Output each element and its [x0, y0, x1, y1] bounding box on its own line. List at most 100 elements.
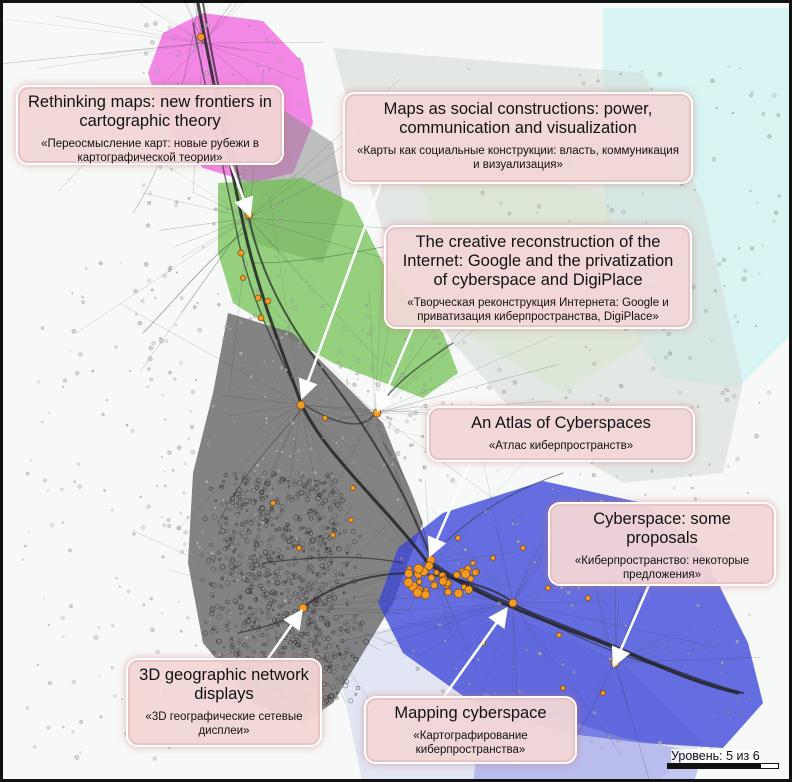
network-node	[216, 638, 222, 644]
highlighted-node[interactable]	[438, 577, 448, 586]
network-node	[365, 303, 368, 307]
highlighted-node[interactable]	[296, 400, 306, 410]
network-node	[736, 320, 739, 324]
highlighted-node[interactable]	[420, 590, 431, 600]
highlighted-node[interactable]	[298, 603, 308, 613]
highlighted-node[interactable]	[470, 560, 476, 566]
highlighted-node[interactable]	[404, 569, 414, 578]
highlighted-node[interactable]	[413, 563, 424, 574]
network-edge	[595, 589, 616, 664]
network-node	[134, 313, 138, 316]
network-edge	[302, 593, 376, 609]
network-node	[238, 638, 242, 642]
network-node	[561, 662, 565, 666]
network-node	[330, 490, 335, 494]
network-node	[756, 201, 759, 205]
network-node	[641, 192, 644, 195]
network-node	[467, 68, 470, 70]
network-node	[232, 471, 238, 477]
network-edge	[186, 3, 204, 44]
network-node	[314, 638, 318, 642]
zoom-level-scale[interactable]	[667, 763, 779, 769]
highlighted-node[interactable]	[585, 595, 591, 601]
highlighted-node[interactable]	[490, 555, 496, 561]
network-node	[299, 653, 303, 657]
highlighted-node[interactable]	[453, 588, 464, 599]
network-node	[169, 167, 174, 172]
highlighted-node[interactable]	[372, 408, 382, 418]
network-node	[723, 387, 727, 391]
highlighted-node[interactable]	[453, 571, 461, 579]
highlighted-node[interactable]	[412, 587, 423, 598]
network-node	[46, 489, 50, 492]
network-node	[480, 190, 485, 195]
network-node	[312, 470, 318, 476]
highlighted-node[interactable]	[460, 569, 471, 579]
network-node	[724, 397, 730, 403]
highlighted-node[interactable]	[330, 532, 336, 538]
network-node	[275, 622, 281, 627]
highlighted-node[interactable]	[464, 585, 473, 594]
highlighted-node[interactable]	[257, 314, 265, 322]
highlighted-node[interactable]	[254, 294, 262, 302]
zoom-level-indicator[interactable]: Уровень: 5 из 6	[667, 749, 783, 769]
network-node	[290, 582, 294, 586]
network-node	[187, 196, 191, 200]
highlighted-node[interactable]	[416, 578, 423, 585]
network-node	[271, 579, 275, 583]
network-edge	[614, 662, 629, 709]
highlighted-node[interactable]	[350, 485, 356, 491]
network-node	[579, 473, 582, 476]
network-node	[238, 174, 244, 179]
highlighted-node[interactable]	[424, 561, 434, 571]
network-node	[295, 641, 301, 648]
network-node	[270, 523, 275, 527]
network-edge	[302, 607, 380, 651]
highlighted-node[interactable]	[197, 33, 205, 41]
highlighted-node[interactable]	[240, 275, 246, 281]
network-node	[321, 537, 325, 541]
network-node	[244, 635, 250, 641]
network-node	[467, 682, 472, 686]
highlighted-node[interactable]	[455, 535, 461, 541]
callout-arrows	[229, 164, 651, 699]
highlighted-node[interactable]	[556, 632, 562, 638]
highlighted-node[interactable]	[427, 574, 436, 582]
network-node	[115, 576, 118, 580]
highlighted-node[interactable]	[471, 568, 479, 577]
network-node	[79, 720, 84, 724]
network-node	[71, 292, 74, 295]
highlighted-node[interactable]	[270, 500, 276, 506]
highlighted-node[interactable]	[545, 585, 551, 591]
network-node	[411, 649, 415, 653]
network-node	[252, 545, 257, 549]
network-node	[322, 571, 326, 575]
callout-title: An Atlas of Cyberspaces	[471, 414, 651, 432]
highlighted-node[interactable]	[520, 545, 526, 551]
network-node	[717, 261, 722, 267]
network-node	[321, 636, 327, 642]
highlighted-node[interactable]	[264, 297, 272, 305]
network-node	[352, 614, 358, 619]
network-node	[334, 440, 339, 445]
highlighted-node[interactable]	[322, 415, 328, 421]
highlighted-node[interactable]	[237, 249, 245, 257]
network-node	[693, 188, 696, 191]
network-node	[277, 275, 280, 278]
network-node	[237, 648, 241, 652]
network-node	[260, 633, 265, 638]
highlighted-node[interactable]	[444, 588, 452, 596]
highlighted-node[interactable]	[348, 517, 354, 523]
network-edge	[326, 412, 376, 422]
highlighted-node[interactable]	[467, 575, 475, 583]
highlighted-node[interactable]	[560, 685, 566, 691]
highlighted-node[interactable]	[296, 545, 302, 551]
highlighted-node[interactable]	[403, 577, 414, 588]
highlighted-node[interactable]	[430, 581, 438, 590]
network-node	[219, 503, 224, 507]
highlighted-node[interactable]	[600, 690, 606, 696]
highlighted-node[interactable]	[433, 569, 440, 576]
highlighted-node[interactable]	[508, 598, 518, 608]
network-node	[734, 639, 740, 645]
